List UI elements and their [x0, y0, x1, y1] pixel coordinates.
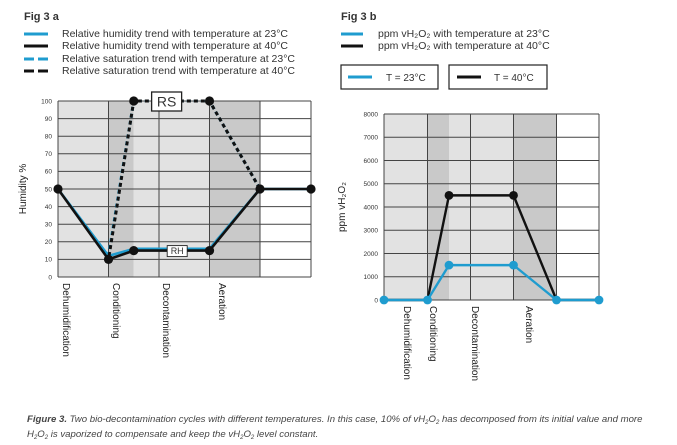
y-axis-title: ppm vH₂O₂: [337, 182, 348, 232]
y-axis-title: Humidity %: [18, 164, 29, 215]
y-tick-label: 8000: [364, 111, 379, 118]
fig3a-title: Fig 3 a: [24, 11, 60, 23]
fig3b-plot: 0 1000 2000 3000 4000 5000 6000 7000 8000 ppm vH₂…: [337, 111, 604, 381]
box-legend-label-1: T = 40°C: [494, 73, 534, 84]
data-point: [509, 260, 518, 270]
data-point: [552, 295, 561, 305]
fig3a-legend-label-0: Relative humidity trend with temperature…: [62, 28, 288, 40]
y-tick-label: 20: [45, 239, 53, 246]
rs-label: RS: [157, 94, 176, 110]
phase-label: Decontamination: [160, 283, 171, 358]
rh-label-box: [166, 245, 188, 258]
fig3b-title: Fig 3 b: [341, 11, 377, 23]
phase-label: Dehumidification: [60, 283, 71, 357]
y-tick-label: 1000: [364, 274, 379, 281]
phase-label: Decontamination: [469, 306, 480, 381]
fig3b-legend-label-1: ppm vH₂O₂ with temperature at 40°C: [378, 40, 550, 52]
y-tick-label: 3000: [364, 228, 379, 235]
fig3a-legend-label-3: Relative saturation trend with temperatu…: [62, 65, 295, 77]
y-tick-label: 6000: [364, 158, 379, 165]
data-point: [594, 295, 604, 305]
fig3b-legend-label-0: ppm vH₂O₂ with temperature at 23°C: [378, 28, 550, 40]
phase-label: Aeration: [216, 283, 227, 320]
y-tick-label: 0: [374, 297, 378, 304]
data-point: [255, 184, 265, 194]
fig3b-legend: ppm vH₂O₂ with temperature at 23°C ppm v…: [341, 28, 550, 52]
y-tick-label: 100: [41, 98, 52, 105]
y-tick-label: 4000: [364, 204, 379, 211]
fig3a-legend-label-2: Relative saturation trend with temperatu…: [62, 53, 295, 65]
fig3a-legend: Relative humidity trend with temperature…: [24, 28, 295, 77]
phase-label: Conditioning: [427, 306, 438, 362]
phase-label: Dehumidification: [401, 306, 412, 380]
data-point: [53, 184, 63, 194]
rh-label: RH: [171, 246, 184, 256]
data-point: [204, 96, 215, 106]
fig3b-box-legend: T = 23°C T = 40°C: [340, 64, 548, 90]
data-point: [103, 254, 114, 264]
phase-label: Aeration: [523, 306, 534, 343]
y-tick-label: 60: [45, 169, 53, 176]
y-tick-label: 40: [45, 204, 53, 211]
box-legend-label-0: T = 23°C: [386, 73, 426, 84]
y-tick-label: 10: [45, 257, 53, 264]
fig3a-plot: 0 10 20 30 40 50 60 70 80 90 100 Humidity % Dehumidi…: [18, 91, 316, 358]
data-point: [423, 295, 432, 305]
data-point: [204, 246, 215, 256]
y-tick-label: 50: [45, 186, 53, 193]
y-tick-label: 30: [45, 222, 53, 229]
rs-label-box: [150, 91, 183, 112]
fig3a-legend-label-1: Relative humidity trend with temperature…: [62, 40, 288, 52]
data-point: [444, 260, 454, 270]
data-point: [509, 190, 518, 200]
y-tick-label: 0: [48, 274, 52, 281]
phase-label: Conditioning: [110, 283, 121, 339]
data-point: [444, 190, 454, 200]
data-point: [129, 96, 139, 106]
y-tick-label: 70: [45, 151, 53, 158]
series-line: [384, 263, 599, 302]
y-tick-label: 5000: [364, 181, 379, 188]
series-line: [107, 99, 262, 260]
data-point: [306, 184, 316, 194]
y-tick-label: 7000: [364, 135, 379, 142]
caption-label: Figure 3.: [27, 414, 67, 425]
y-tick-label: 90: [45, 116, 53, 123]
y-tick-label: 2000: [364, 251, 379, 258]
figure-caption: Figure 3. Two bio-decontamination cycles…: [27, 414, 657, 444]
y-tick-label: 80: [45, 134, 53, 141]
data-point: [379, 295, 389, 305]
caption-text: Two bio-decontamination cycles with diff…: [27, 414, 643, 441]
data-point: [129, 246, 139, 256]
